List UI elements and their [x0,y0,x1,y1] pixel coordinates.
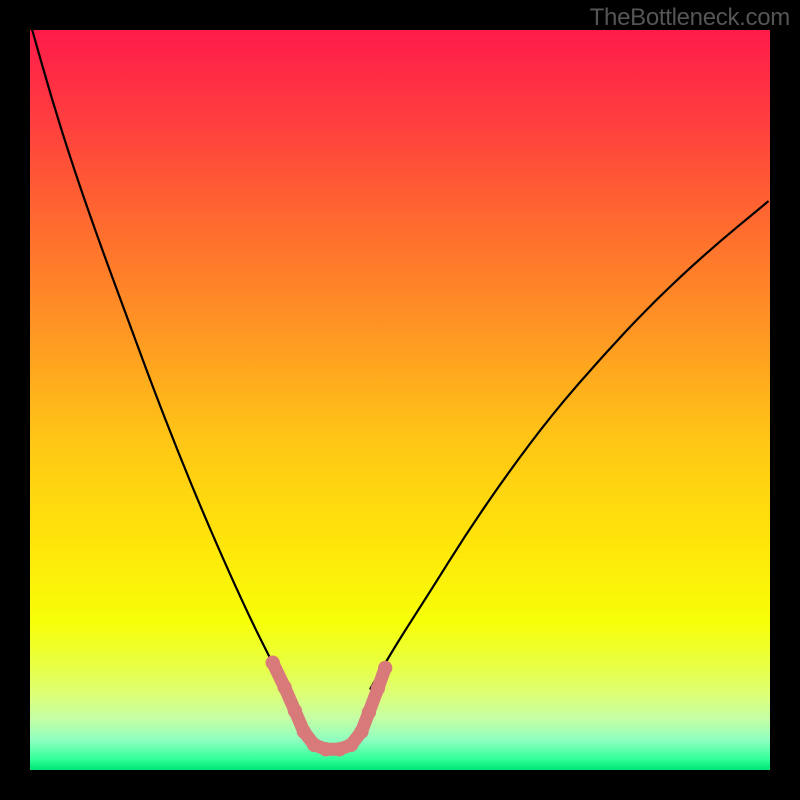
valley-marker-bead [319,742,333,756]
canvas-root: TheBottleneck.com [0,0,800,800]
valley-marker-bead [266,656,280,670]
watermark-text: TheBottleneck.com [590,4,790,32]
chart-layer [30,30,770,770]
valley-marker-bead [297,724,311,738]
valley-marker-bead [371,681,385,695]
valley-marker-bead [344,738,358,752]
valley-marker-bead [362,705,376,719]
valley-marker-bead [378,661,392,675]
valley-marker-bead [354,724,368,738]
plot-area [30,30,770,770]
valley-marker-bead [288,704,302,718]
left-curve [32,30,285,689]
right-curve [370,202,767,689]
valley-marker-bead [277,680,291,694]
